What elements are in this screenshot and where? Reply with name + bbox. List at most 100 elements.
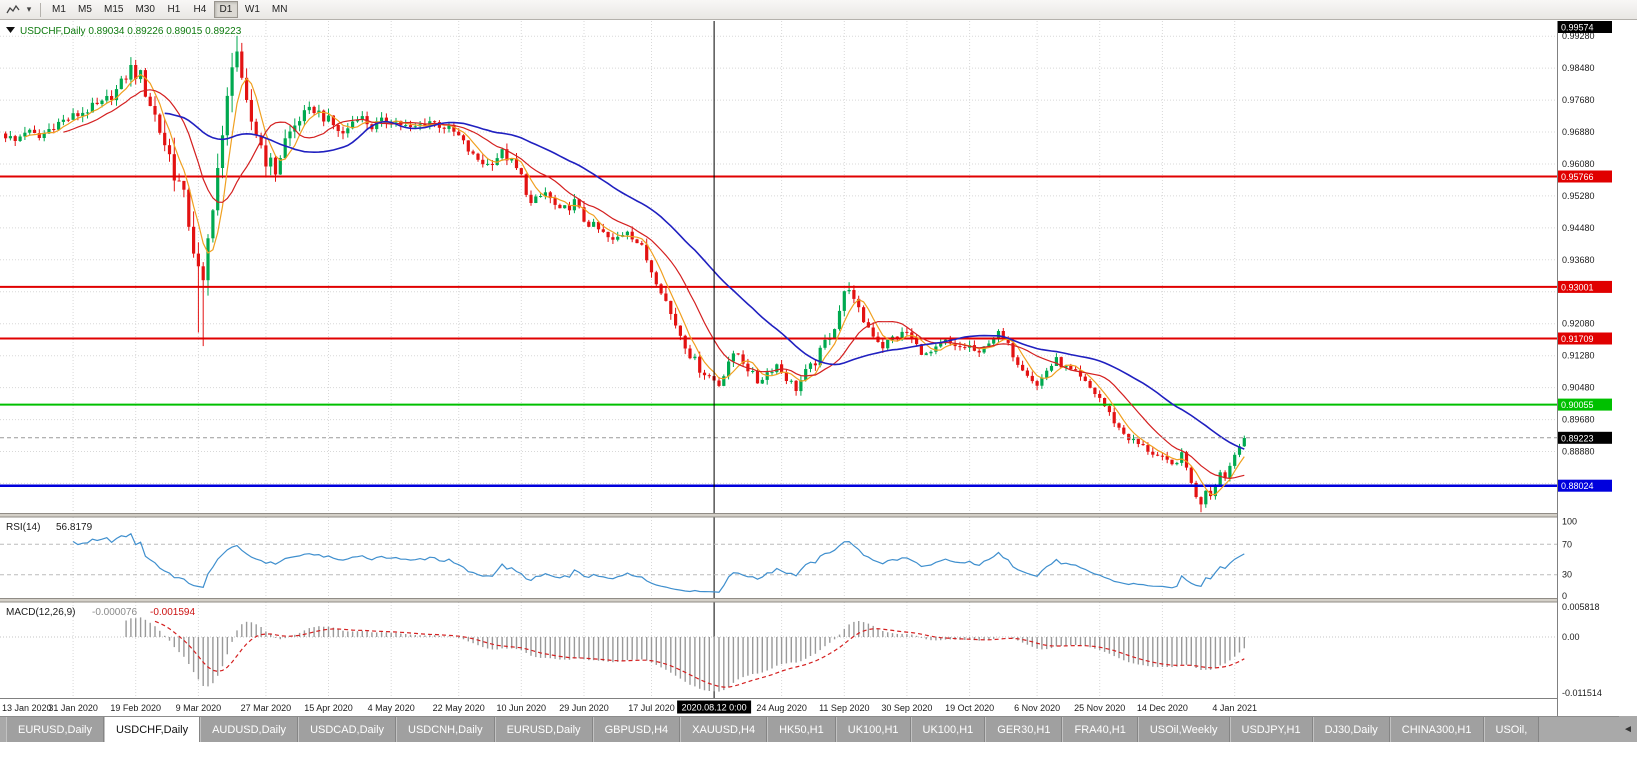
price-axis-label: 0.94480 [1562, 223, 1595, 233]
current-price-tag [1558, 431, 1612, 444]
macd-scale-label: -0.011514 [1562, 688, 1602, 698]
rsi-label: RSI(14) [6, 522, 40, 533]
timeframe-button-w1[interactable]: W1 [244, 4, 260, 15]
level-price-tag-0.93001-text: 0.93001 [1561, 282, 1594, 292]
timeframe-toolbar: ▾ M1 M5 M15 M30 H1 H4 D1 W1 MN [0, 0, 1637, 20]
date-tick-label: 25 Nov 2020 [1074, 703, 1125, 713]
date-tick-label: 14 Dec 2020 [1137, 703, 1188, 713]
dropdown-caret-icon[interactable]: ▾ [26, 4, 32, 14]
timeframe-button-d1[interactable]: D1 [213, 1, 238, 18]
price-scale: 0.99280 0.98480 0.97680 0.96880 0.96080 0.952… [1557, 20, 1637, 716]
chart-tab-gbpusd-h4[interactable]: GBPUSD,H4 [592, 717, 681, 742]
price-axis-label: 0.98480 [1562, 63, 1595, 73]
timeframe-button-m5[interactable]: M5 [78, 4, 92, 15]
chart-tab-usoil-weekly[interactable]: USOil,Weekly [1137, 717, 1230, 742]
chart-tab-uk100-h1[interactable]: UK100,H1 [910, 717, 986, 742]
price-axis-label: 0.92080 [1562, 319, 1595, 329]
date-tick-label: 9 Mar 2020 [176, 703, 222, 713]
macd-main-value: -0.000076 [92, 607, 137, 618]
chart-tab-uk100-h1[interactable]: UK100,H1 [835, 717, 911, 742]
toolbar-separator [40, 2, 41, 17]
chart-tab-ger30-h1[interactable]: GER30,H1 [985, 717, 1063, 742]
chart-tab-usdcad-daily[interactable]: USDCAD,Daily [298, 717, 397, 742]
chart-tab-usdchf-daily[interactable]: USDCHF,Daily [103, 717, 201, 742]
date-tick-label: 6 Nov 2020 [1014, 703, 1060, 713]
date-tick-label: 27 Mar 2020 [241, 703, 292, 713]
ma-line-13 [63, 89, 1245, 480]
top-price-tag [1558, 21, 1612, 33]
date-tick-label: 30 Sep 2020 [881, 703, 932, 713]
timeframe-button-mn[interactable]: MN [271, 4, 288, 15]
rsi-scale-label: 70 [1562, 539, 1572, 549]
price-axis-label: 0.97680 [1562, 95, 1595, 105]
chart-tab-fra40-h1[interactable]: FRA40,H1 [1062, 717, 1138, 742]
chart-ohlc-header: USDCHF,Daily 0.89034 0.89226 0.89015 0.8… [20, 26, 242, 37]
vline-date-tag-text: 2020.08.12 0:00 [682, 703, 747, 713]
timeframe-button-h4[interactable]: H4 [193, 4, 207, 15]
rsi-scale-label: 100 [1562, 517, 1577, 527]
level-price-tag-0.93001 [1558, 280, 1612, 293]
collapse-arrow-icon[interactable] [6, 27, 15, 33]
panel-separator[interactable] [0, 513, 1637, 518]
horizontal-lines-layer [0, 175, 1557, 487]
rsi-line [72, 532, 1245, 593]
timeframe-button-m30[interactable]: M30 [135, 4, 155, 15]
date-tick-label: 19 Feb 2020 [110, 703, 161, 713]
ma-line-34 [164, 112, 1245, 450]
level-price-tag-0.91709 [1558, 332, 1612, 345]
date-tick-label: 31 Jan 2020 [48, 703, 98, 713]
price-axis-label: 0.88880 [1562, 447, 1595, 457]
tab-scroll-left-button[interactable]: ◄ [1619, 716, 1637, 742]
rsi-scale-label: 30 [1562, 570, 1572, 580]
chart-tab-usdcnh-daily[interactable]: USDCNH,Daily [396, 717, 495, 742]
top-price-tag-text: 0.99574 [1561, 23, 1594, 33]
macd-scale-label: 0.00 [1562, 632, 1580, 642]
chart-canvas[interactable]: RSI(14) 56.8179 MACD(12,26,9) -0.000076 -0.0… [0, 0, 1637, 718]
price-axis-label: 0.91280 [1562, 351, 1595, 361]
price-axis-label: 0.99280 [1562, 31, 1595, 41]
timeframe-button-m1[interactable]: M1 [52, 4, 66, 15]
chart-tab-usoil-[interactable]: USOil, [1483, 717, 1540, 742]
level-price-tag-0.95766-text: 0.95766 [1561, 172, 1594, 182]
chart-type-icon[interactable] [4, 2, 22, 18]
timeframe-button-m15[interactable]: M15 [104, 4, 124, 15]
date-tick-label: 22 May 2020 [433, 703, 485, 713]
chart-tab-xauusd-h4[interactable]: XAUUSD,H4 [680, 717, 768, 742]
chart-tab-bar: EURUSD,Daily USDCHF,Daily AUDUSD,Daily USDC… [0, 716, 1637, 742]
price-axis-label: 0.89680 [1562, 415, 1595, 425]
chart-tab-china300-h1[interactable]: CHINA300,H1 [1389, 717, 1484, 742]
macd-signal-value: -0.001594 [150, 607, 195, 618]
chart-tab-hk50-h1[interactable]: HK50,H1 [767, 717, 836, 742]
price-axis-label: 0.96080 [1562, 159, 1595, 169]
moving-averages-layer [24, 73, 1245, 496]
date-tick-label: 11 Sep 2020 [819, 703, 869, 713]
chart-tab-eurusd-daily[interactable]: EURUSD,Daily [494, 717, 593, 742]
rsi-scale-label: 0 [1562, 591, 1567, 601]
date-tick-label: 13 Jan 2020 [2, 703, 52, 713]
date-tick-label: 24 Aug 2020 [756, 703, 807, 713]
chart-tab-audusd-daily[interactable]: AUDUSD,Daily [200, 717, 299, 742]
rsi-panel: RSI(14) 56.8179 [0, 522, 1557, 593]
date-tick-label: 15 Apr 2020 [304, 703, 353, 713]
candles-layer [4, 35, 1246, 513]
panel-separator[interactable] [0, 598, 1637, 603]
chart-tab-eurusd-daily[interactable]: EURUSD,Daily [6, 717, 104, 742]
level-price-tag-0.95766 [1558, 170, 1612, 183]
ma-line-5 [24, 73, 1245, 496]
vline-date-tag [677, 700, 752, 714]
timeframe-button-h1[interactable]: H1 [167, 4, 181, 15]
price-axis-label: 0.95280 [1562, 191, 1595, 201]
level-price-tag-0.88024-text: 0.88024 [1561, 481, 1594, 491]
chart-tab-dj30-daily[interactable]: DJ30,Daily [1312, 717, 1390, 742]
bottom-strip [0, 742, 1637, 771]
level-price-tag-0.91709-text: 0.91709 [1561, 334, 1594, 344]
price-axis-label: 0.90480 [1562, 383, 1595, 393]
date-tick-label: 10 Jun 2020 [497, 703, 547, 713]
level-price-tag-0.88024 [1558, 479, 1612, 492]
price-axis-label: 0.93680 [1562, 255, 1595, 265]
level-price-tag-0.90055-text: 0.90055 [1561, 400, 1594, 410]
chart-tab-usdjpy-h1[interactable]: USDJPY,H1 [1229, 717, 1313, 742]
date-tick-label: 29 Jun 2020 [559, 703, 609, 713]
date-tick-label: 17 Jul 2020 [628, 703, 675, 713]
